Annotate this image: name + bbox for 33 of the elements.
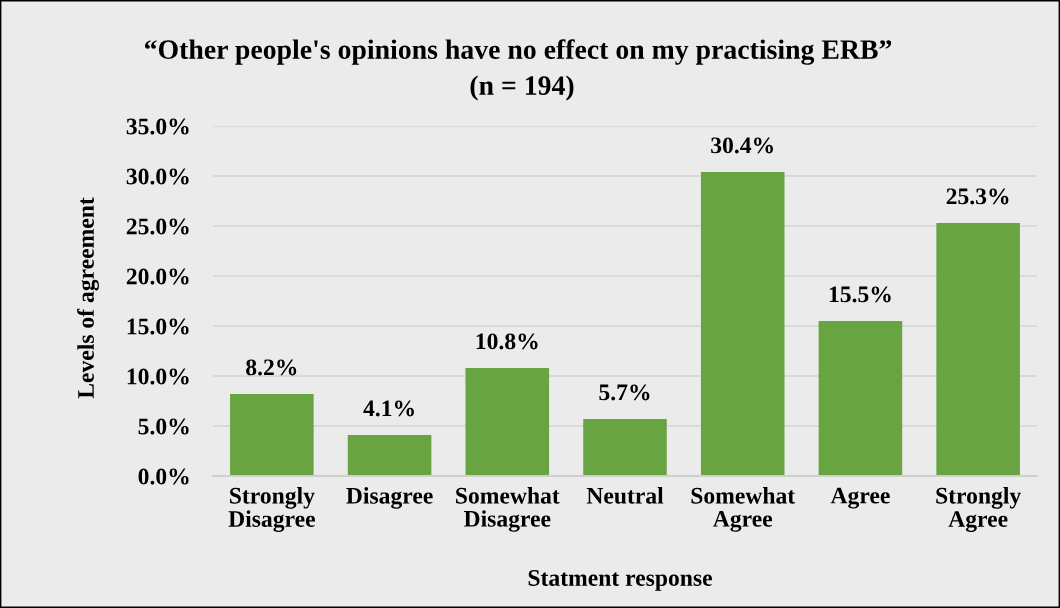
data-label: 10.8% [476, 333, 538, 350]
data-label: 30.4% [711, 137, 773, 154]
data-label: 4.1% [363, 400, 414, 417]
x-tick-label: Strongly Agree [936, 487, 1021, 532]
y-tick-label: 5.0% [138, 418, 189, 435]
data-label: 8.2% [246, 359, 297, 376]
y-tick-label: 30.0% [126, 168, 189, 185]
chart-subtitle: (n = 194) [470, 75, 574, 101]
chart-title: “Other people's opinions have no effect on my practising ERB” [144, 39, 892, 65]
x-tick-label: Agree [830, 487, 890, 509]
x-tick-label: Somewhat Agree [691, 487, 796, 532]
bar [465, 368, 550, 476]
y-tick-label: 20.0% [126, 268, 189, 285]
y-tick-label: 0.0% [138, 468, 189, 485]
x-tick-label: Neutral [586, 487, 664, 504]
y-axis-title: Levels of agreement [77, 197, 99, 399]
y-tick-label: 35.0% [126, 118, 189, 135]
y-tick-label: 25.0% [126, 218, 189, 235]
x-axis-title: Statment response [528, 570, 712, 591]
data-label: 5.7% [599, 384, 650, 401]
x-tick-label: Somewhat Disagree [456, 487, 560, 532]
y-tick-label: 10.0% [127, 368, 189, 385]
data-label: 25.3% [946, 188, 1009, 205]
x-tick-label: Disagree [346, 487, 433, 509]
data-label: 15.5% [829, 286, 891, 303]
bar [936, 223, 1020, 476]
x-tick-label: Strongly Disagree [228, 487, 315, 532]
bar [583, 419, 667, 476]
bar [700, 172, 785, 476]
bar [818, 321, 903, 476]
bar [230, 394, 314, 476]
bar [347, 435, 432, 476]
y-tick-label: 15.0% [127, 318, 189, 335]
